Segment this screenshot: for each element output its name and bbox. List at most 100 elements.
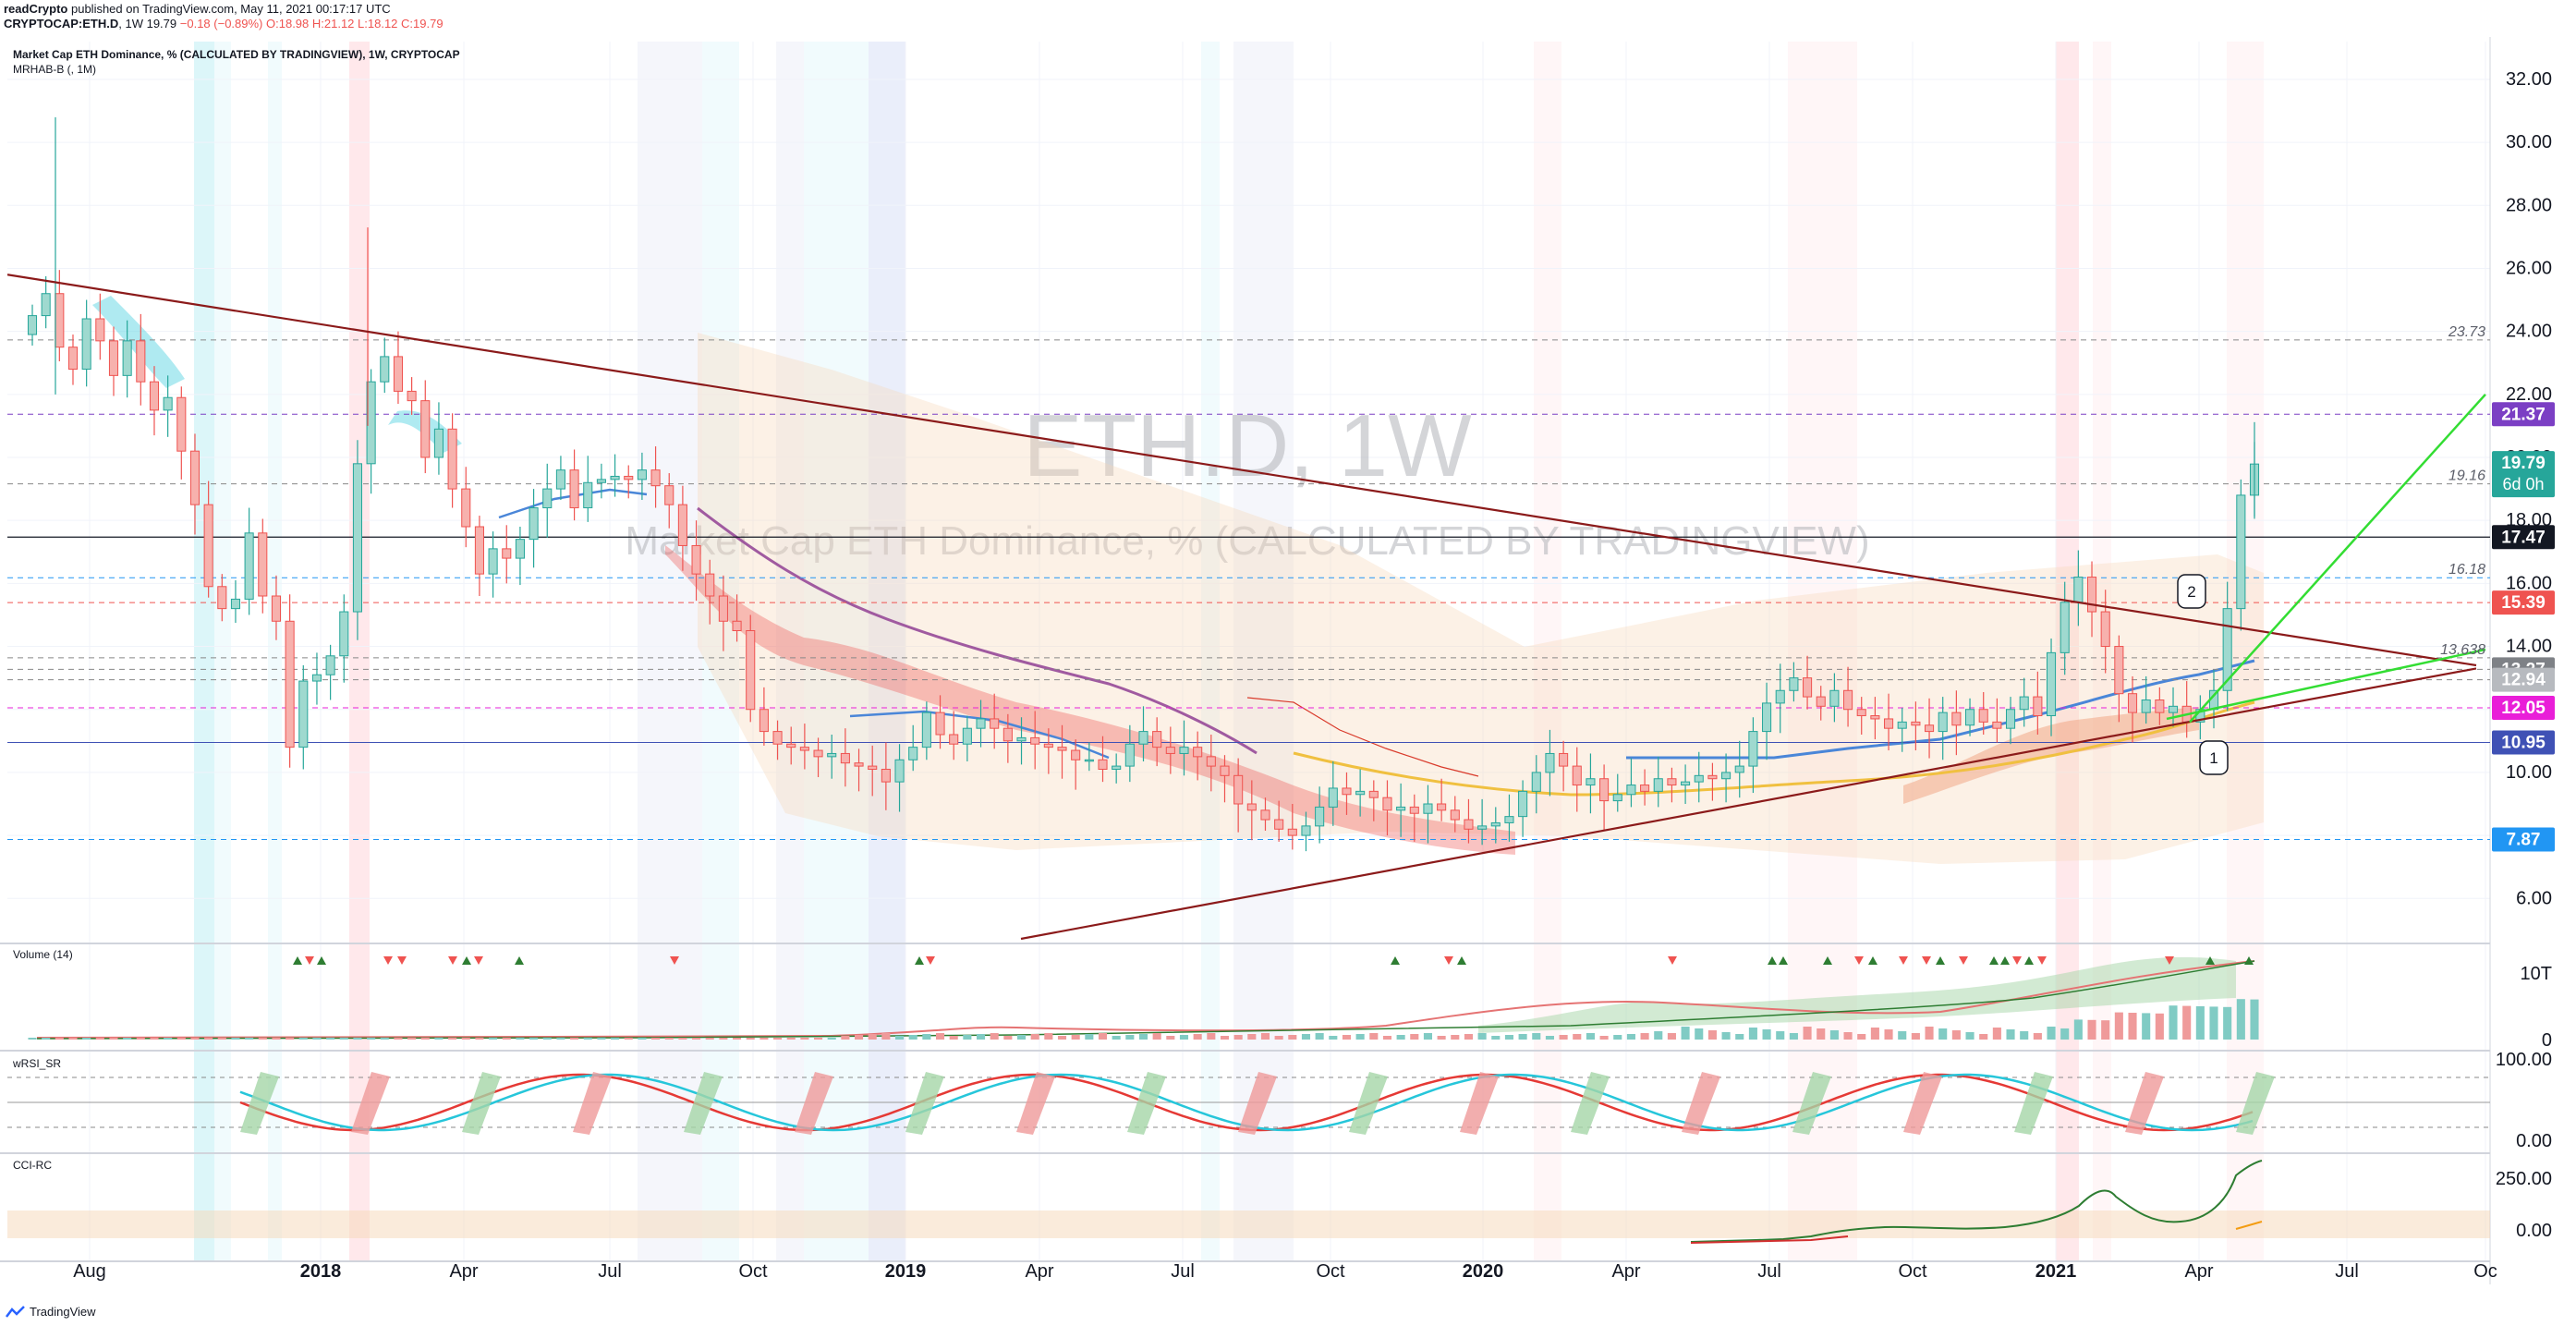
rsi-ribbon-segment <box>1460 1072 1499 1135</box>
rsi-ribbon-segment <box>1903 1072 1942 1135</box>
candle-body <box>1667 778 1677 786</box>
candle-body <box>1409 806 1419 814</box>
candle-body <box>122 340 132 376</box>
candle-body <box>67 347 79 371</box>
candle-body <box>759 709 769 733</box>
y-tick-label: 22.00 <box>2506 384 2552 405</box>
buy-signal-icon <box>1989 956 1999 965</box>
time-axis[interactable]: Aug 2018 Apr Jul Oct 2019 Apr Jul Oct 2020 Apr Jul O… <box>73 1261 2497 1282</box>
candle-body <box>1287 828 1297 836</box>
trendlines <box>7 274 2486 941</box>
x-tick-label: Apr <box>2184 1261 2213 1282</box>
volume-bar <box>1057 1036 1067 1040</box>
cloud-fill <box>698 333 2264 864</box>
volume-bar <box>1626 1034 1635 1040</box>
candle-body <box>163 396 173 411</box>
candle-body <box>1057 747 1067 751</box>
volume-bar <box>1979 1034 1988 1040</box>
candle-body <box>1775 689 1785 704</box>
interval-label: 1W <box>125 17 143 30</box>
volume-title: Volume (14) <box>13 948 73 961</box>
rsi-ribbon-segment <box>1792 1072 1831 1135</box>
candle-body <box>1626 785 1636 796</box>
candle-body <box>949 734 959 745</box>
author-name[interactable]: readCrypto <box>4 2 68 16</box>
volume-bar <box>1247 1034 1257 1040</box>
price-tag: 7.87 <box>2492 827 2555 852</box>
candle-body <box>799 747 809 751</box>
candle-body <box>1911 721 1921 726</box>
candle-body <box>529 507 539 541</box>
volume-bar <box>448 1038 457 1040</box>
candle-body <box>311 674 322 682</box>
buy-signal-icon <box>1823 956 1832 965</box>
level-labels: 23.73 19.16 16.18 13.638 <box>2440 324 2485 658</box>
candle-body <box>407 390 417 402</box>
price-tag-bg <box>2492 667 2555 692</box>
symbol-line: CRYPTOCAP:ETH.D, 1W 19.79 −0.18 (−0.89%)… <box>4 17 444 30</box>
sell-signal-icon <box>1444 956 1453 965</box>
highlight-band <box>869 42 905 1261</box>
x-tick-label: 2018 <box>300 1261 342 1282</box>
projection-line-2 <box>2166 648 2486 721</box>
volume-bar <box>68 1038 78 1040</box>
candle-body <box>41 293 51 317</box>
candle-body <box>393 356 403 392</box>
watermark: ETH.D, 1W Market Cap ETH Dominance, % (C… <box>625 396 1869 564</box>
volume-bar <box>1491 1036 1501 1040</box>
volume-bar <box>1437 1036 1446 1040</box>
symbol-name[interactable]: CRYPTOCAP:ETH.D <box>4 17 119 30</box>
highlight-band <box>702 42 739 1261</box>
volume-bar <box>1451 1035 1460 1040</box>
volume-bar <box>922 1034 931 1040</box>
candle-body <box>976 718 986 729</box>
rsi-ribbon-segment <box>1349 1072 1388 1135</box>
ascending-trendline <box>1020 667 2477 941</box>
candle-body <box>420 400 431 458</box>
cci-line <box>1690 1160 2263 1243</box>
candle-body <box>325 655 335 675</box>
volume-bar <box>1233 1035 1243 1040</box>
volume-bar <box>82 1038 91 1040</box>
candle-body <box>1016 736 1027 742</box>
candle-body <box>1030 736 1040 745</box>
volume-bar <box>759 1038 769 1040</box>
candle-body <box>1694 774 1704 783</box>
candle-body <box>610 475 620 481</box>
candle-body <box>2127 693 2138 713</box>
cci-signal <box>2235 1221 2263 1230</box>
volume-bar <box>1071 1035 1080 1040</box>
candle-body <box>1477 825 1488 830</box>
buy-signal-icon <box>1936 956 1945 965</box>
volume-bar <box>841 1036 850 1040</box>
rsi-ribbon-segment <box>1127 1072 1166 1135</box>
volume-bar <box>611 1038 620 1040</box>
level-label: 13.638 <box>2440 642 2485 658</box>
candle-body <box>583 481 593 509</box>
price-change: −0.18 (−0.89%) <box>179 17 263 30</box>
candle-body <box>1138 731 1148 745</box>
x-tick-label: Jul <box>2335 1261 2359 1282</box>
candle-body <box>2033 696 2043 717</box>
volume-bar <box>2155 1013 2164 1040</box>
candle-body <box>542 488 553 509</box>
volume-bar <box>1382 1036 1392 1040</box>
volume-bar <box>1112 1036 1121 1040</box>
callout-box <box>2199 740 2229 775</box>
cci-pane: 250.00 0.00 <box>7 1160 2552 1244</box>
volume-bar <box>2209 1006 2218 1040</box>
volume-bar <box>678 1038 687 1040</box>
sell-signal-icon <box>1668 956 1677 965</box>
tradingview-brand[interactable]: TradingView <box>6 1305 96 1319</box>
volume-bar <box>123 1038 132 1040</box>
y-tick-label: 30.00 <box>2506 132 2552 152</box>
rsi-ribbon-segment <box>2125 1072 2164 1135</box>
price-tag-bg <box>2492 696 2555 721</box>
main-pane-title: Market Cap ETH Dominance, % (CALCULATED … <box>13 48 460 61</box>
volume-bar <box>1707 1030 1717 1040</box>
candle-body <box>380 356 390 383</box>
cci-line-red <box>1690 1235 1849 1244</box>
grid-lines <box>7 42 2490 1261</box>
candle-body <box>962 727 972 745</box>
